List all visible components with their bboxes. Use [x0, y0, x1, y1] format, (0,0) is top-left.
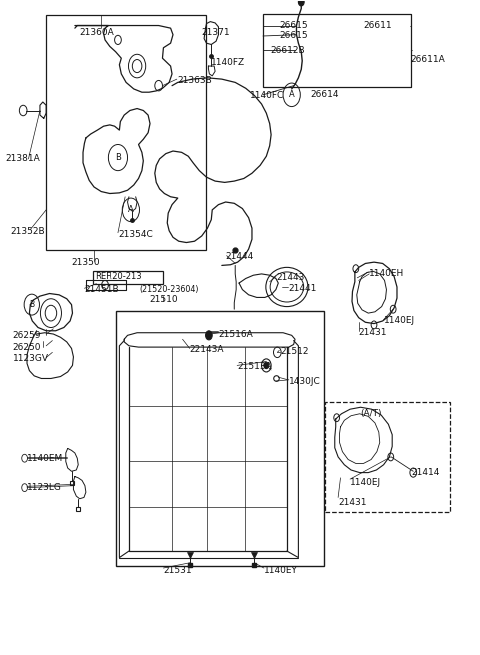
Text: 21441: 21441: [288, 284, 316, 293]
Text: B: B: [115, 153, 121, 162]
Text: 21350: 21350: [72, 257, 100, 267]
Text: 21431: 21431: [359, 328, 387, 337]
Text: 21363B: 21363B: [178, 76, 213, 85]
Text: 21431: 21431: [338, 498, 367, 507]
Text: 1140FZ: 1140FZ: [211, 58, 245, 67]
Text: REF.20-213: REF.20-213: [96, 272, 142, 281]
Text: 21444: 21444: [226, 252, 254, 261]
Text: 21443: 21443: [276, 272, 304, 282]
Text: 21354C: 21354C: [118, 229, 153, 238]
Text: 1123GV: 1123GV: [12, 354, 48, 364]
Text: 26614: 26614: [311, 90, 339, 100]
Text: 21516A: 21516A: [218, 329, 253, 339]
Text: 21510: 21510: [149, 295, 178, 304]
Text: 22143A: 22143A: [190, 345, 224, 354]
Circle shape: [205, 331, 212, 340]
Text: 26615: 26615: [279, 21, 308, 30]
Text: 26611A: 26611A: [410, 55, 444, 64]
Bar: [116, 311, 324, 566]
Text: 1140EH: 1140EH: [369, 269, 405, 278]
Text: 26611: 26611: [363, 21, 392, 30]
Text: 21360A: 21360A: [80, 28, 114, 37]
Text: 1140FC: 1140FC: [250, 91, 284, 100]
Text: 21512: 21512: [280, 347, 309, 356]
Text: 1140EM: 1140EM: [27, 454, 63, 462]
Text: 1430JC: 1430JC: [289, 377, 321, 386]
Text: 1140EY: 1140EY: [264, 566, 298, 575]
Text: 26612B: 26612B: [271, 46, 305, 55]
Text: 21414: 21414: [411, 468, 440, 477]
Bar: [325, 402, 450, 512]
Text: (21520-23604): (21520-23604): [140, 285, 199, 294]
Bar: [263, 14, 411, 87]
Text: 21352B: 21352B: [10, 227, 45, 236]
Text: 26259: 26259: [12, 331, 41, 340]
Text: 21371: 21371: [202, 28, 230, 37]
Circle shape: [299, 0, 304, 6]
Text: A: A: [128, 206, 134, 214]
Text: B: B: [29, 300, 35, 309]
Text: (A/T): (A/T): [360, 409, 382, 419]
Text: 21451B: 21451B: [84, 285, 119, 294]
Text: 21513A: 21513A: [237, 362, 272, 371]
Text: 21381A: 21381A: [5, 155, 40, 163]
Bar: [46, 15, 206, 250]
Text: 1123LG: 1123LG: [27, 483, 62, 492]
Text: A: A: [289, 90, 295, 100]
Bar: [93, 271, 163, 284]
Text: 21531: 21531: [163, 566, 192, 575]
Text: 1140EJ: 1140EJ: [384, 316, 415, 326]
Text: 1140EJ: 1140EJ: [350, 478, 381, 487]
Text: 26250: 26250: [12, 343, 41, 352]
Text: 26615: 26615: [279, 31, 308, 41]
Circle shape: [264, 362, 269, 369]
